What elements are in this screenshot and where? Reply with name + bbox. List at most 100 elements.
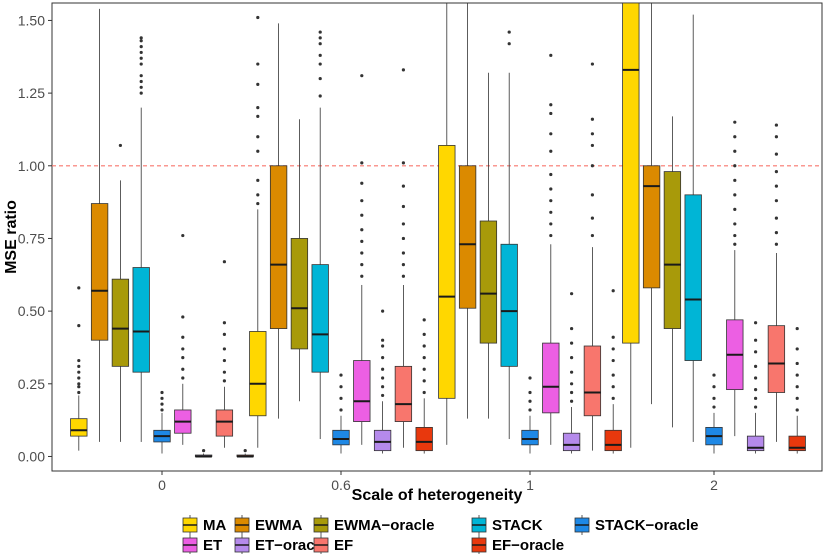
outlier-point xyxy=(549,199,553,203)
box-group xyxy=(90,8,109,442)
outlier-point xyxy=(754,388,758,392)
box-iqr xyxy=(111,278,130,367)
outlier-point xyxy=(318,30,322,34)
series-ma xyxy=(70,2,640,451)
outlier-point xyxy=(733,120,737,124)
legend-label: MA xyxy=(203,517,226,534)
outlier-point xyxy=(422,318,426,322)
box-iqr xyxy=(269,165,288,329)
outlier-point xyxy=(77,382,81,386)
box-iqr xyxy=(290,238,309,350)
outlier-point xyxy=(401,236,405,241)
outlier-point xyxy=(754,338,758,342)
outlier-point xyxy=(611,358,615,363)
legend: MA EWMA EWMA−oracle STACK STACK−oracle ET ET−o… xyxy=(182,515,699,554)
outlier-point xyxy=(795,408,799,412)
box-group xyxy=(373,309,392,454)
outlier-point xyxy=(381,393,385,398)
outlier-point xyxy=(422,379,426,383)
y-tick-label: 0.00 xyxy=(18,448,45,464)
box-group xyxy=(705,373,723,454)
outlier-point xyxy=(401,204,405,209)
legend-label: EF xyxy=(334,537,353,554)
outlier-point xyxy=(401,161,405,165)
outlier-point xyxy=(549,222,553,226)
outlier-point xyxy=(77,385,81,389)
outlier-point xyxy=(77,370,81,374)
box-iqr xyxy=(215,409,234,437)
box-iqr xyxy=(353,360,371,422)
outlier-point xyxy=(360,251,364,255)
outlier-point xyxy=(401,68,405,72)
y-axis-title: MSE ratio xyxy=(3,200,20,274)
series-et-oracle xyxy=(194,292,765,458)
boxplot-layer xyxy=(70,2,806,458)
outlier-point xyxy=(774,216,779,220)
box-group xyxy=(746,321,765,454)
outlier-point xyxy=(570,390,574,395)
box-group xyxy=(415,318,433,454)
outlier-point xyxy=(181,335,185,339)
box-group xyxy=(70,286,88,451)
y-tick-label: 0.75 xyxy=(18,230,45,246)
outlier-point xyxy=(256,15,260,20)
outlier-point xyxy=(570,382,574,386)
outlier-point xyxy=(795,396,799,400)
outlier-point xyxy=(590,117,595,121)
outlier-point xyxy=(381,356,385,360)
outlier-point xyxy=(570,292,574,296)
outlier-point xyxy=(712,373,716,377)
legend-item: EWMA xyxy=(234,515,303,535)
legend-item: STACK xyxy=(471,515,543,535)
box-iqr xyxy=(767,325,786,393)
box-group xyxy=(438,3,456,445)
outlier-point xyxy=(570,399,574,403)
series-et xyxy=(174,53,744,445)
box-iqr xyxy=(604,429,622,452)
outlier-point xyxy=(774,152,779,156)
outlier-point xyxy=(590,233,595,238)
outlier-point xyxy=(318,62,322,66)
outlier-point xyxy=(795,326,799,331)
outlier-point xyxy=(774,231,779,235)
outlier-point xyxy=(401,184,405,188)
outlier-point xyxy=(318,53,322,57)
outlier-point xyxy=(360,263,364,267)
box-group xyxy=(767,123,786,442)
box-group xyxy=(153,390,171,454)
box-group xyxy=(788,326,806,454)
box-group xyxy=(394,68,413,448)
outlier-point xyxy=(139,36,143,40)
box-iqr xyxy=(415,426,433,452)
outlier-point xyxy=(774,199,779,203)
box-iqr xyxy=(249,331,267,417)
outlier-point xyxy=(77,364,81,368)
outlier-point xyxy=(381,338,385,342)
outlier-point xyxy=(507,42,511,46)
outlier-point xyxy=(139,45,143,49)
box-group xyxy=(236,449,254,458)
outlier-point xyxy=(181,376,185,380)
outlier-point xyxy=(422,390,426,395)
box-group xyxy=(249,15,267,448)
outlier-point xyxy=(733,207,737,211)
box-iqr xyxy=(311,264,329,373)
outlier-point xyxy=(139,91,143,95)
outlier-point xyxy=(118,143,122,148)
outlier-point xyxy=(570,356,574,360)
box-iqr xyxy=(373,429,392,452)
outlier-point xyxy=(256,135,260,139)
y-tick-label: 1.25 xyxy=(18,85,45,101)
box-iqr xyxy=(684,194,702,361)
box-iqr xyxy=(583,345,602,417)
box-group xyxy=(458,3,477,419)
outlier-point xyxy=(360,74,364,78)
outlier-point xyxy=(795,347,799,351)
box-iqr xyxy=(479,220,498,344)
box-iqr xyxy=(70,418,88,437)
outlier-point xyxy=(528,376,532,380)
box-iqr xyxy=(438,145,456,399)
box-group xyxy=(663,116,682,428)
outlier-point xyxy=(381,367,385,371)
